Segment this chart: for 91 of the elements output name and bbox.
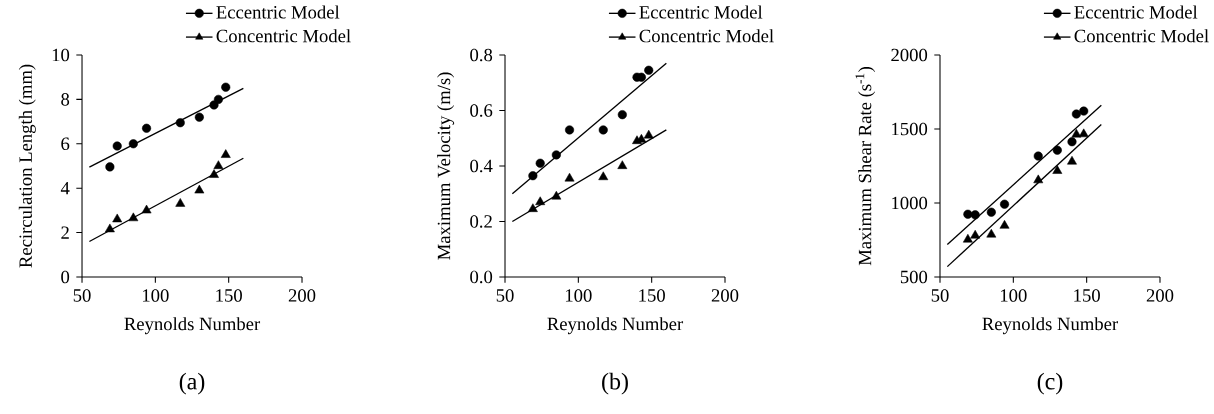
y-tick-label: 4 [60,182,70,195]
point [141,204,152,214]
point [1052,145,1062,155]
point [194,184,205,194]
text: (a) [179,372,205,395]
point [535,196,546,206]
y-tick-label: 500 [900,270,928,284]
x-tick-label: 200 [288,289,316,302]
point [142,123,152,133]
point [1052,165,1063,174]
point [986,207,996,217]
point [986,228,997,238]
y-tick-label: 0.0 [470,270,493,284]
point [1078,128,1089,138]
point [617,110,627,120]
point [617,160,628,169]
legend-label: Concentric Model [639,29,774,43]
y-tick-label: 10 [52,48,70,62]
y-axis-title: Maximum Velocity (m/s) [437,72,455,260]
point [1071,109,1081,119]
y-tick-label: 0 [61,270,70,284]
text: (b) [602,372,628,395]
point [962,233,973,243]
y-axis-title: Recirculation Length (mm) [18,64,36,268]
point [213,94,223,104]
y-tick-label: 2000 [891,48,928,62]
y-tick-label: 0.6 [470,104,493,117]
legend-label: Eccentric Model [216,5,340,19]
text: (c) [1037,372,1063,395]
x-tick-label: 100 [142,289,169,302]
x-tick-label: 50 [931,289,949,302]
point [209,169,219,178]
point [128,139,138,149]
point [551,150,561,160]
point [112,141,122,151]
point [1071,128,1082,138]
x-tick-label: 200 [711,289,739,302]
point [535,158,545,168]
point [598,171,609,181]
y-tick-label: 6 [61,137,70,151]
y-axis-title: Maximum Shear Rate (s$^{-1}$) [855,66,876,266]
point [999,199,1010,209]
point [551,190,562,200]
point [1033,151,1043,161]
point [527,203,538,212]
point [221,82,231,92]
point [970,210,980,220]
x-tick-label: 150 [216,289,242,302]
point [220,149,231,158]
legend-label: Eccentric Model [1074,5,1198,19]
point [105,162,115,172]
point [213,160,224,169]
legend-label: Concentric Model [1074,29,1209,43]
point [112,213,123,223]
point [175,198,186,207]
x-axis-title: Reynolds Number [124,317,261,335]
x-tick-label: 50 [73,289,91,302]
point [1067,155,1077,165]
y-tick-label: 8 [61,93,70,106]
x-tick-label: 200 [1146,289,1174,302]
y-tick-label: 0.8 [470,48,493,62]
point [1033,174,1044,184]
x-tick-label: 100 [1000,289,1027,302]
y-tick-label: 0.2 [470,215,492,228]
y-tick-label: 1000 [892,196,928,210]
point [175,118,185,128]
point [1067,137,1077,147]
point [528,171,538,181]
legend-label: Eccentric Model [639,5,763,19]
x-axis-title: Reynolds Number [982,317,1118,335]
x-axis-title: Reynolds Number [547,317,684,335]
y-tick-label: 2 [61,226,69,239]
point [105,223,115,233]
point [644,65,654,75]
legend-label: Concentric Model [216,29,351,43]
point [565,125,575,135]
x-tick-label: 150 [1074,289,1100,302]
x-tick-label: 50 [496,289,514,302]
point [128,212,139,222]
point [999,220,1010,229]
point [963,209,973,219]
x-tick-label: 150 [639,289,665,302]
y-tick-label: 0.4 [470,159,493,173]
point [1079,106,1089,116]
y-tick-label: 1500 [892,122,928,136]
point [564,172,575,182]
point [194,112,204,122]
point [643,129,654,139]
x-tick-label: 100 [565,289,592,302]
point [970,229,981,239]
point [598,125,608,135]
